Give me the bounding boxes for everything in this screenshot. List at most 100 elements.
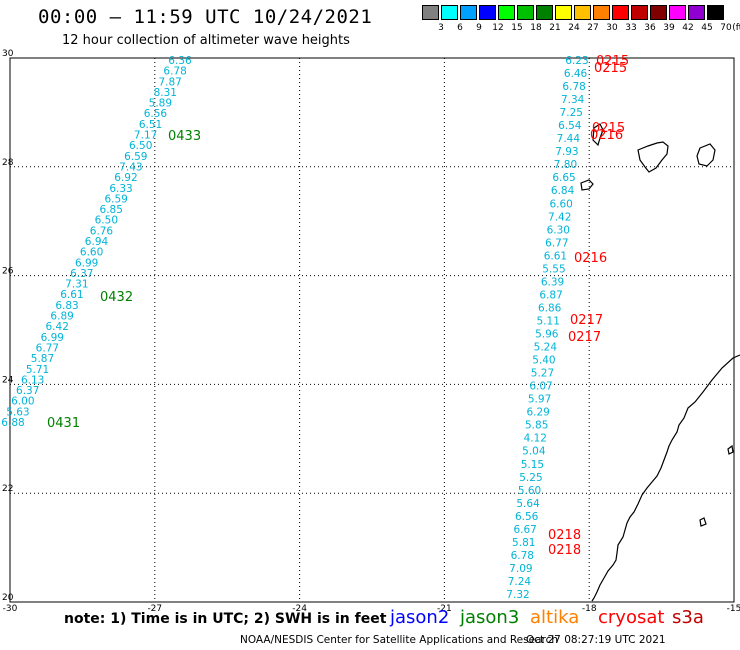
swh-reading-east: 7.44 xyxy=(557,133,581,145)
swh-reading-east: 5.64 xyxy=(516,498,540,510)
lat-tick-20: 20 xyxy=(2,593,14,603)
legend-label-3: 3 xyxy=(438,23,444,33)
lat-tick-28: 28 xyxy=(2,158,14,168)
legend-swatch-18 xyxy=(517,5,534,20)
island-tenerife xyxy=(637,141,669,173)
islet-a xyxy=(699,517,707,527)
swh-reading-west: 6.37 xyxy=(16,385,39,397)
legend-swatch-70 xyxy=(707,5,724,20)
legend-swatch-3 xyxy=(422,5,439,20)
swh-reading-east: 6.54 xyxy=(558,120,582,132)
timestamp: Oct 27 08:27:19 UTC 2021 xyxy=(526,634,666,646)
swh-reading-west: 6.50 xyxy=(95,215,118,227)
legend-swatch-24 xyxy=(555,5,572,20)
pass-time-east: 0217 xyxy=(570,313,603,328)
swh-reading-west: 6.00 xyxy=(11,396,34,408)
swh-reading-east: 6.86 xyxy=(538,302,562,314)
lon-tick--30: -30 xyxy=(3,604,18,614)
swh-reading-east: 7.32 xyxy=(506,589,529,601)
lat-tick-24: 24 xyxy=(2,375,14,385)
legend-swatch-39 xyxy=(650,5,667,20)
legend-swatch-33 xyxy=(612,5,629,20)
swh-reading-west: 5.71 xyxy=(26,364,49,376)
legend-label-45: 45 xyxy=(701,23,713,33)
swh-reading-west: 5.87 xyxy=(31,353,54,365)
pass-time-east: 0215 xyxy=(592,121,625,136)
pass-time-west: 0432 xyxy=(100,290,133,305)
lat-lon-grid: -30 -27 -24 -21 -18 -15 30 28 26 24 22 20 xyxy=(2,49,740,614)
swh-reading-west: 6.78 xyxy=(163,66,186,78)
swh-reading-west: 5.89 xyxy=(149,98,172,110)
legend-label-42: 42 xyxy=(682,23,694,33)
swh-reading-east: 7.09 xyxy=(509,563,532,575)
map-frame xyxy=(9,57,735,603)
swh-reading-west: 6.89 xyxy=(50,311,73,323)
swh-reading-west: 6.42 xyxy=(46,321,69,333)
pass-time-east: 0216 xyxy=(574,251,607,266)
swh-reading-west: 6.13 xyxy=(21,374,44,386)
lon-tick--21: -21 xyxy=(437,604,452,614)
swh-reading-west: 6.56 xyxy=(144,108,168,120)
sat-s3a: s3a xyxy=(672,607,704,628)
legend-unit: (ft) xyxy=(732,23,740,33)
swh-reading-west: 6.99 xyxy=(75,257,98,269)
swh-reading-west: 6.83 xyxy=(55,300,78,312)
swh-reading-east: 7.24 xyxy=(508,576,532,588)
swh-reading-west: 8.31 xyxy=(154,87,177,99)
swh-reading-east: 6.78 xyxy=(511,550,534,562)
swh-reading-west: 6.60 xyxy=(80,247,103,259)
swh-reading-west: 6.76 xyxy=(90,225,114,237)
swh-reading-east: 7.34 xyxy=(561,94,585,106)
sat-jason2: jason2 xyxy=(390,607,450,628)
swh-reading-east: 6.77 xyxy=(545,237,568,249)
swh-reading-west: 5.63 xyxy=(6,406,29,418)
swh-reading-east: 5.40 xyxy=(532,355,555,367)
swh-reading-east: 7.25 xyxy=(560,107,583,119)
lat-tick-30: 30 xyxy=(2,49,14,59)
swh-reading-east: 7.42 xyxy=(548,211,571,223)
legend-swatch-27 xyxy=(574,5,591,20)
swh-reading-west: 6.37 xyxy=(70,268,93,280)
swh-reading-east: 5.97 xyxy=(528,394,551,406)
swh-reading-east: 6.60 xyxy=(549,198,572,210)
legend-swatch-21 xyxy=(536,5,553,20)
swh-reading-east: 5.55 xyxy=(542,263,565,275)
swh-reading-east: 6.30 xyxy=(547,224,570,236)
swh-reading-west: 6.36 xyxy=(168,55,192,67)
pass-time-west: 0431 xyxy=(47,416,80,431)
legend-label-21: 21 xyxy=(549,23,561,33)
lat-tick-26: 26 xyxy=(2,267,14,277)
swh-reading-east: 6.46 xyxy=(564,68,588,80)
footer-note: note: 1) Time is in UTC; 2) SWH is in fe… xyxy=(64,611,387,627)
swh-reading-east: 5.81 xyxy=(512,537,535,549)
swh-reading-west: 6.77 xyxy=(36,342,59,354)
legend-label-33: 33 xyxy=(625,23,637,33)
swh-reading-east: 6.07 xyxy=(529,381,552,393)
map-subtitle: 12 hour collection of altimeter wave hei… xyxy=(62,33,350,48)
lon-tick--27: -27 xyxy=(147,604,162,614)
swh-reading-west: 6.50 xyxy=(129,140,152,152)
swh-reading-east: 6.78 xyxy=(562,81,585,93)
swh-reading-east: 5.24 xyxy=(534,342,558,354)
swh-reading-west: 6.88 xyxy=(1,417,24,429)
swh-reading-west: 7.31 xyxy=(65,279,88,291)
swh-reading-west: 6.59 xyxy=(124,151,147,163)
legend-label-36: 36 xyxy=(644,23,656,33)
swh-reading-east: 6.67 xyxy=(513,524,536,536)
island-gomera xyxy=(580,179,594,191)
swh-reading-east: 5.60 xyxy=(518,485,541,497)
pass-time-east: 0218 xyxy=(548,528,581,543)
legend-swatch-30 xyxy=(593,5,610,20)
legend-label-30: 30 xyxy=(606,23,618,33)
swh-reading-west: 6.85 xyxy=(100,204,123,216)
swh-reading-east: 5.04 xyxy=(522,446,546,458)
pass-time-east: 0218 xyxy=(548,543,581,558)
swh-reading-east: 5.11 xyxy=(537,315,560,327)
swh-reading-east: 5.15 xyxy=(521,459,544,471)
swh-reading-east: 7.93 xyxy=(555,146,578,158)
swh-reading-west: 7.87 xyxy=(158,76,181,88)
pass-time-east: 0216 xyxy=(590,128,623,143)
island-fuerteventura xyxy=(592,123,604,147)
cryosat-track-east: 6.236.466.787.347.256.547.447.937.806.65… xyxy=(506,54,629,601)
